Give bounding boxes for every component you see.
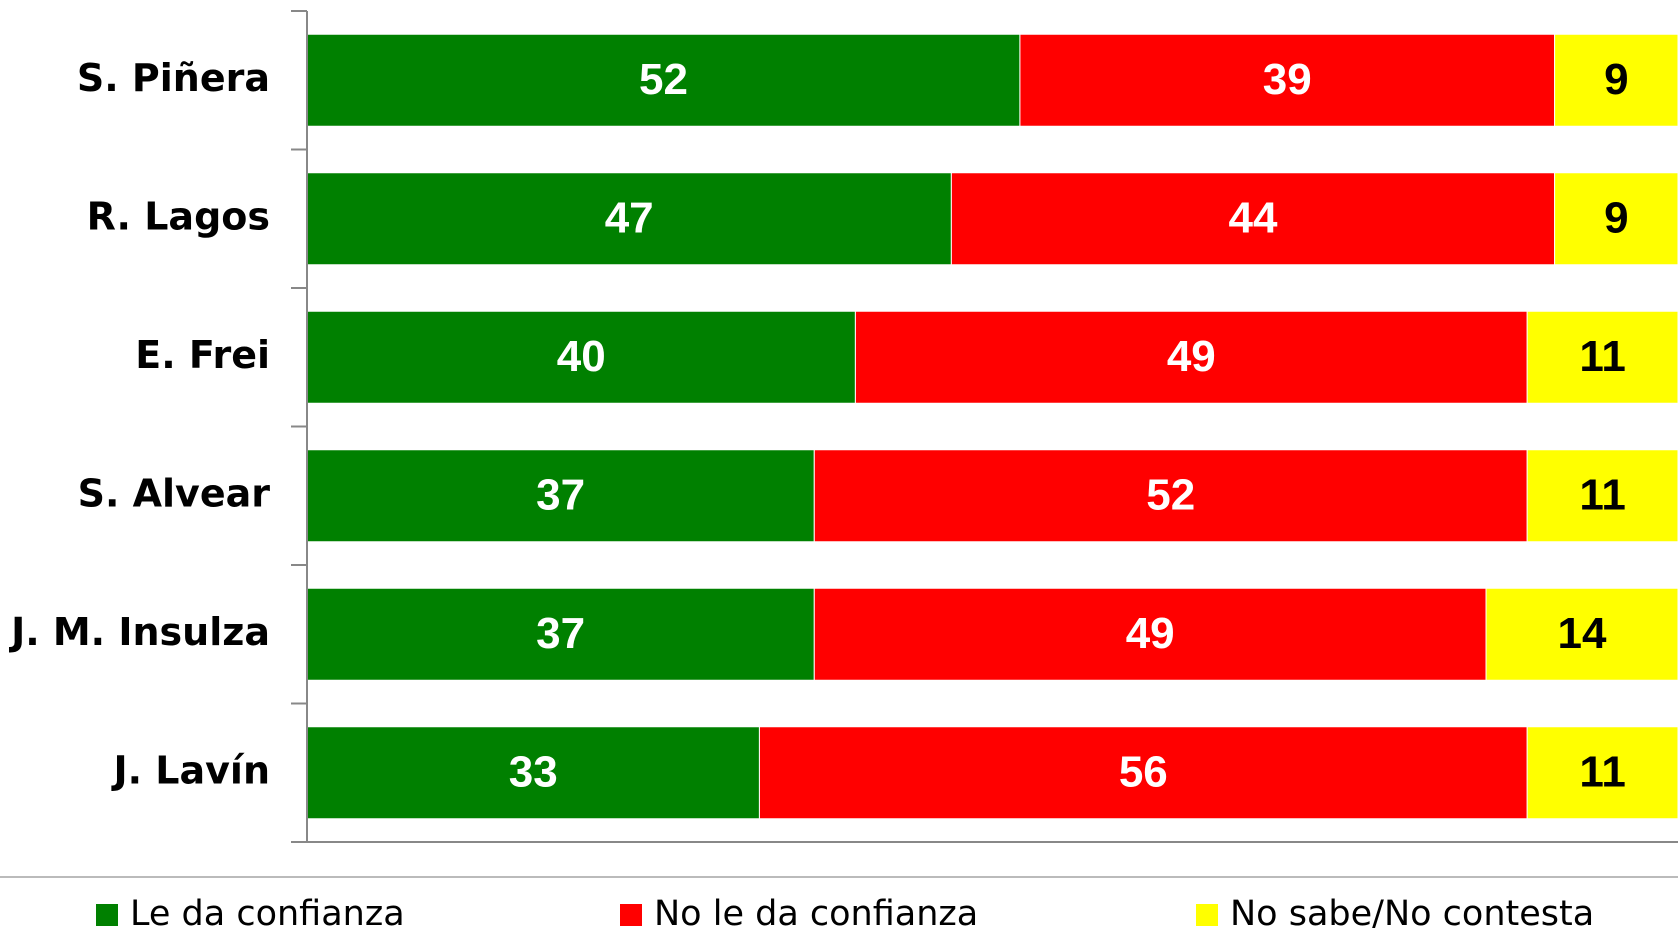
bar-segment <box>813 449 1528 543</box>
data-label: 11 <box>1579 470 1626 519</box>
category-label: S. Piñera <box>77 56 270 100</box>
data-label: 49 <box>1126 609 1175 658</box>
category-label: S. Alvear <box>78 471 271 515</box>
bar-segment <box>306 33 1021 127</box>
bar-segment <box>1554 33 1678 127</box>
data-label: 37 <box>536 609 585 658</box>
data-label: 39 <box>1263 55 1312 104</box>
data-label: 9 <box>1604 193 1628 242</box>
bar-segment <box>306 726 760 820</box>
bar-segment <box>813 587 1487 681</box>
data-label: 33 <box>509 747 558 796</box>
bar-segment <box>306 449 815 543</box>
data-label: 49 <box>1167 332 1216 381</box>
data-label: 37 <box>536 470 585 519</box>
legend-swatch <box>1196 904 1218 926</box>
legend-label: Le da confianza <box>130 894 405 930</box>
data-label: 56 <box>1119 747 1168 796</box>
bar-segment <box>758 726 1528 820</box>
bar-segment <box>1485 587 1678 681</box>
data-label: 9 <box>1604 55 1628 104</box>
data-label: 47 <box>605 193 654 242</box>
category-label: J. Lavín <box>110 748 270 792</box>
data-label: 40 <box>557 332 606 381</box>
category-label: J. M. Insulza <box>8 610 270 654</box>
legend-swatch <box>96 904 118 926</box>
category-label: R. Lagos <box>87 194 270 238</box>
data-label: 52 <box>639 55 688 104</box>
bar-segment <box>306 587 815 681</box>
legend-swatch <box>620 904 642 926</box>
data-label: 11 <box>1579 747 1626 796</box>
legend-label: No le da confianza <box>654 894 978 930</box>
bar-segment <box>1526 310 1678 404</box>
category-label: E. Frei <box>135 333 270 377</box>
data-label: 52 <box>1146 470 1195 519</box>
bar-segment <box>1554 172 1678 266</box>
bar-segment <box>1019 33 1556 127</box>
data-label: 44 <box>1229 193 1278 242</box>
bar-segment <box>1526 449 1678 543</box>
data-label: 11 <box>1579 332 1626 381</box>
bar-segment <box>854 310 1528 404</box>
data-label: 14 <box>1558 609 1607 658</box>
legend-label: No sabe/No contesta <box>1230 894 1594 930</box>
bar-segment <box>1526 726 1678 820</box>
